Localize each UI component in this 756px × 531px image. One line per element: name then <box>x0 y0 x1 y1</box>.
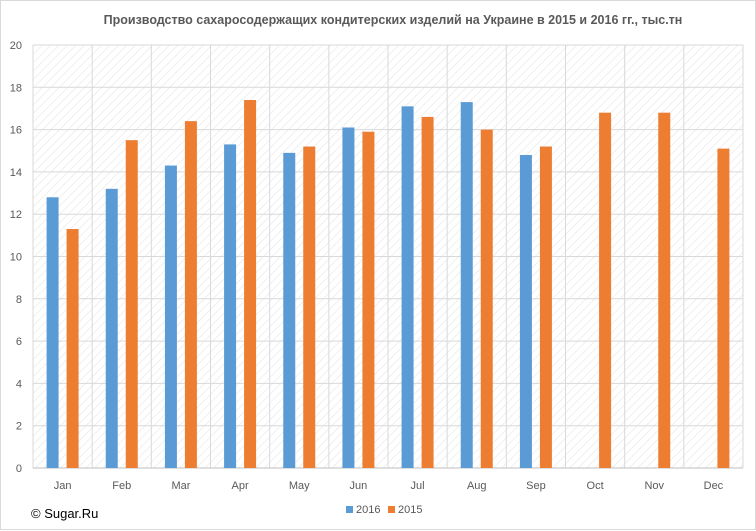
y-tick-label: 18 <box>10 82 22 94</box>
x-axis-ticks: Jan Feb Mar Apr May Jun Jul Aug Sep Oct Nov Dec <box>54 480 724 492</box>
y-tick-label: 20 <box>10 40 22 52</box>
bar-2015-jun <box>362 131 375 468</box>
x-tick-label: Apr <box>232 480 249 492</box>
bar-2016-apr <box>224 144 237 468</box>
bars <box>46 99 730 469</box>
bar-2015-sep <box>539 146 552 468</box>
bar-2016-jul <box>401 106 414 469</box>
legend: 2016 2015 <box>346 504 422 516</box>
y-tick-label: 16 <box>10 125 22 137</box>
bar-2016-jan <box>46 197 59 468</box>
bar-2016-feb <box>105 188 118 468</box>
y-axis-ticks: 0 2 4 6 8 10 12 14 16 18 20 <box>10 40 22 475</box>
gridlines <box>32 44 744 469</box>
bar-2015-feb <box>125 140 138 469</box>
bar-2015-may <box>303 146 316 468</box>
legend-label: 2016 <box>356 504 380 516</box>
y-tick-label: 4 <box>16 378 22 390</box>
bar-2015-mar <box>184 121 197 468</box>
x-tick-label: May <box>289 480 310 492</box>
bar-2015-oct <box>599 112 612 469</box>
legend-label: 2015 <box>398 504 422 516</box>
bar-2015-aug <box>480 129 493 468</box>
y-tick-label: 12 <box>10 209 22 221</box>
x-tick-label: Jul <box>411 480 425 492</box>
bar-2016-sep <box>519 154 532 469</box>
x-tick-label: Aug <box>467 480 487 492</box>
bar-2016-aug <box>460 102 473 468</box>
x-tick-label: Feb <box>112 480 131 492</box>
x-tick-label: Oct <box>587 480 604 492</box>
bar-2016-jun <box>342 127 355 469</box>
legend-swatch-2015 <box>388 506 395 513</box>
bar-2015-dec <box>717 148 730 468</box>
y-tick-label: 2 <box>16 421 22 433</box>
legend-swatch-2016 <box>346 506 353 513</box>
x-tick-label: Mar <box>171 480 190 492</box>
x-tick-label: Sep <box>526 480 546 492</box>
y-tick-label: 14 <box>10 167 22 179</box>
bar-2015-jan <box>66 229 79 468</box>
x-tick-label: Jan <box>54 480 72 492</box>
bar-2016-may <box>283 152 296 469</box>
bar-2015-jul <box>421 116 434 468</box>
y-tick-label: 10 <box>10 252 22 264</box>
x-tick-label: Jun <box>350 480 368 492</box>
credit-text: © Sugar.Ru <box>31 506 98 521</box>
chart-title: Производство сахаросодержащих кондитерск… <box>104 13 683 27</box>
bar-2015-nov <box>658 112 671 469</box>
y-tick-label: 0 <box>16 463 22 475</box>
x-tick-label: Dec <box>704 480 724 492</box>
x-tick-label: Nov <box>644 480 664 492</box>
y-tick-label: 8 <box>16 294 22 306</box>
bar-2016-mar <box>164 165 177 468</box>
y-tick-label: 6 <box>16 336 22 348</box>
bar-2015-apr <box>244 99 257 469</box>
